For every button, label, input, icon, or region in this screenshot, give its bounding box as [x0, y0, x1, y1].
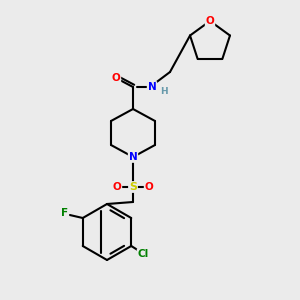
Text: H: H: [160, 86, 168, 95]
Text: N: N: [129, 152, 137, 162]
Text: O: O: [145, 182, 153, 192]
Text: F: F: [61, 208, 68, 218]
Text: S: S: [129, 182, 137, 192]
Text: Cl: Cl: [138, 249, 149, 259]
Text: O: O: [112, 73, 120, 83]
Text: O: O: [206, 16, 214, 26]
Text: O: O: [112, 182, 122, 192]
Text: N: N: [148, 82, 156, 92]
